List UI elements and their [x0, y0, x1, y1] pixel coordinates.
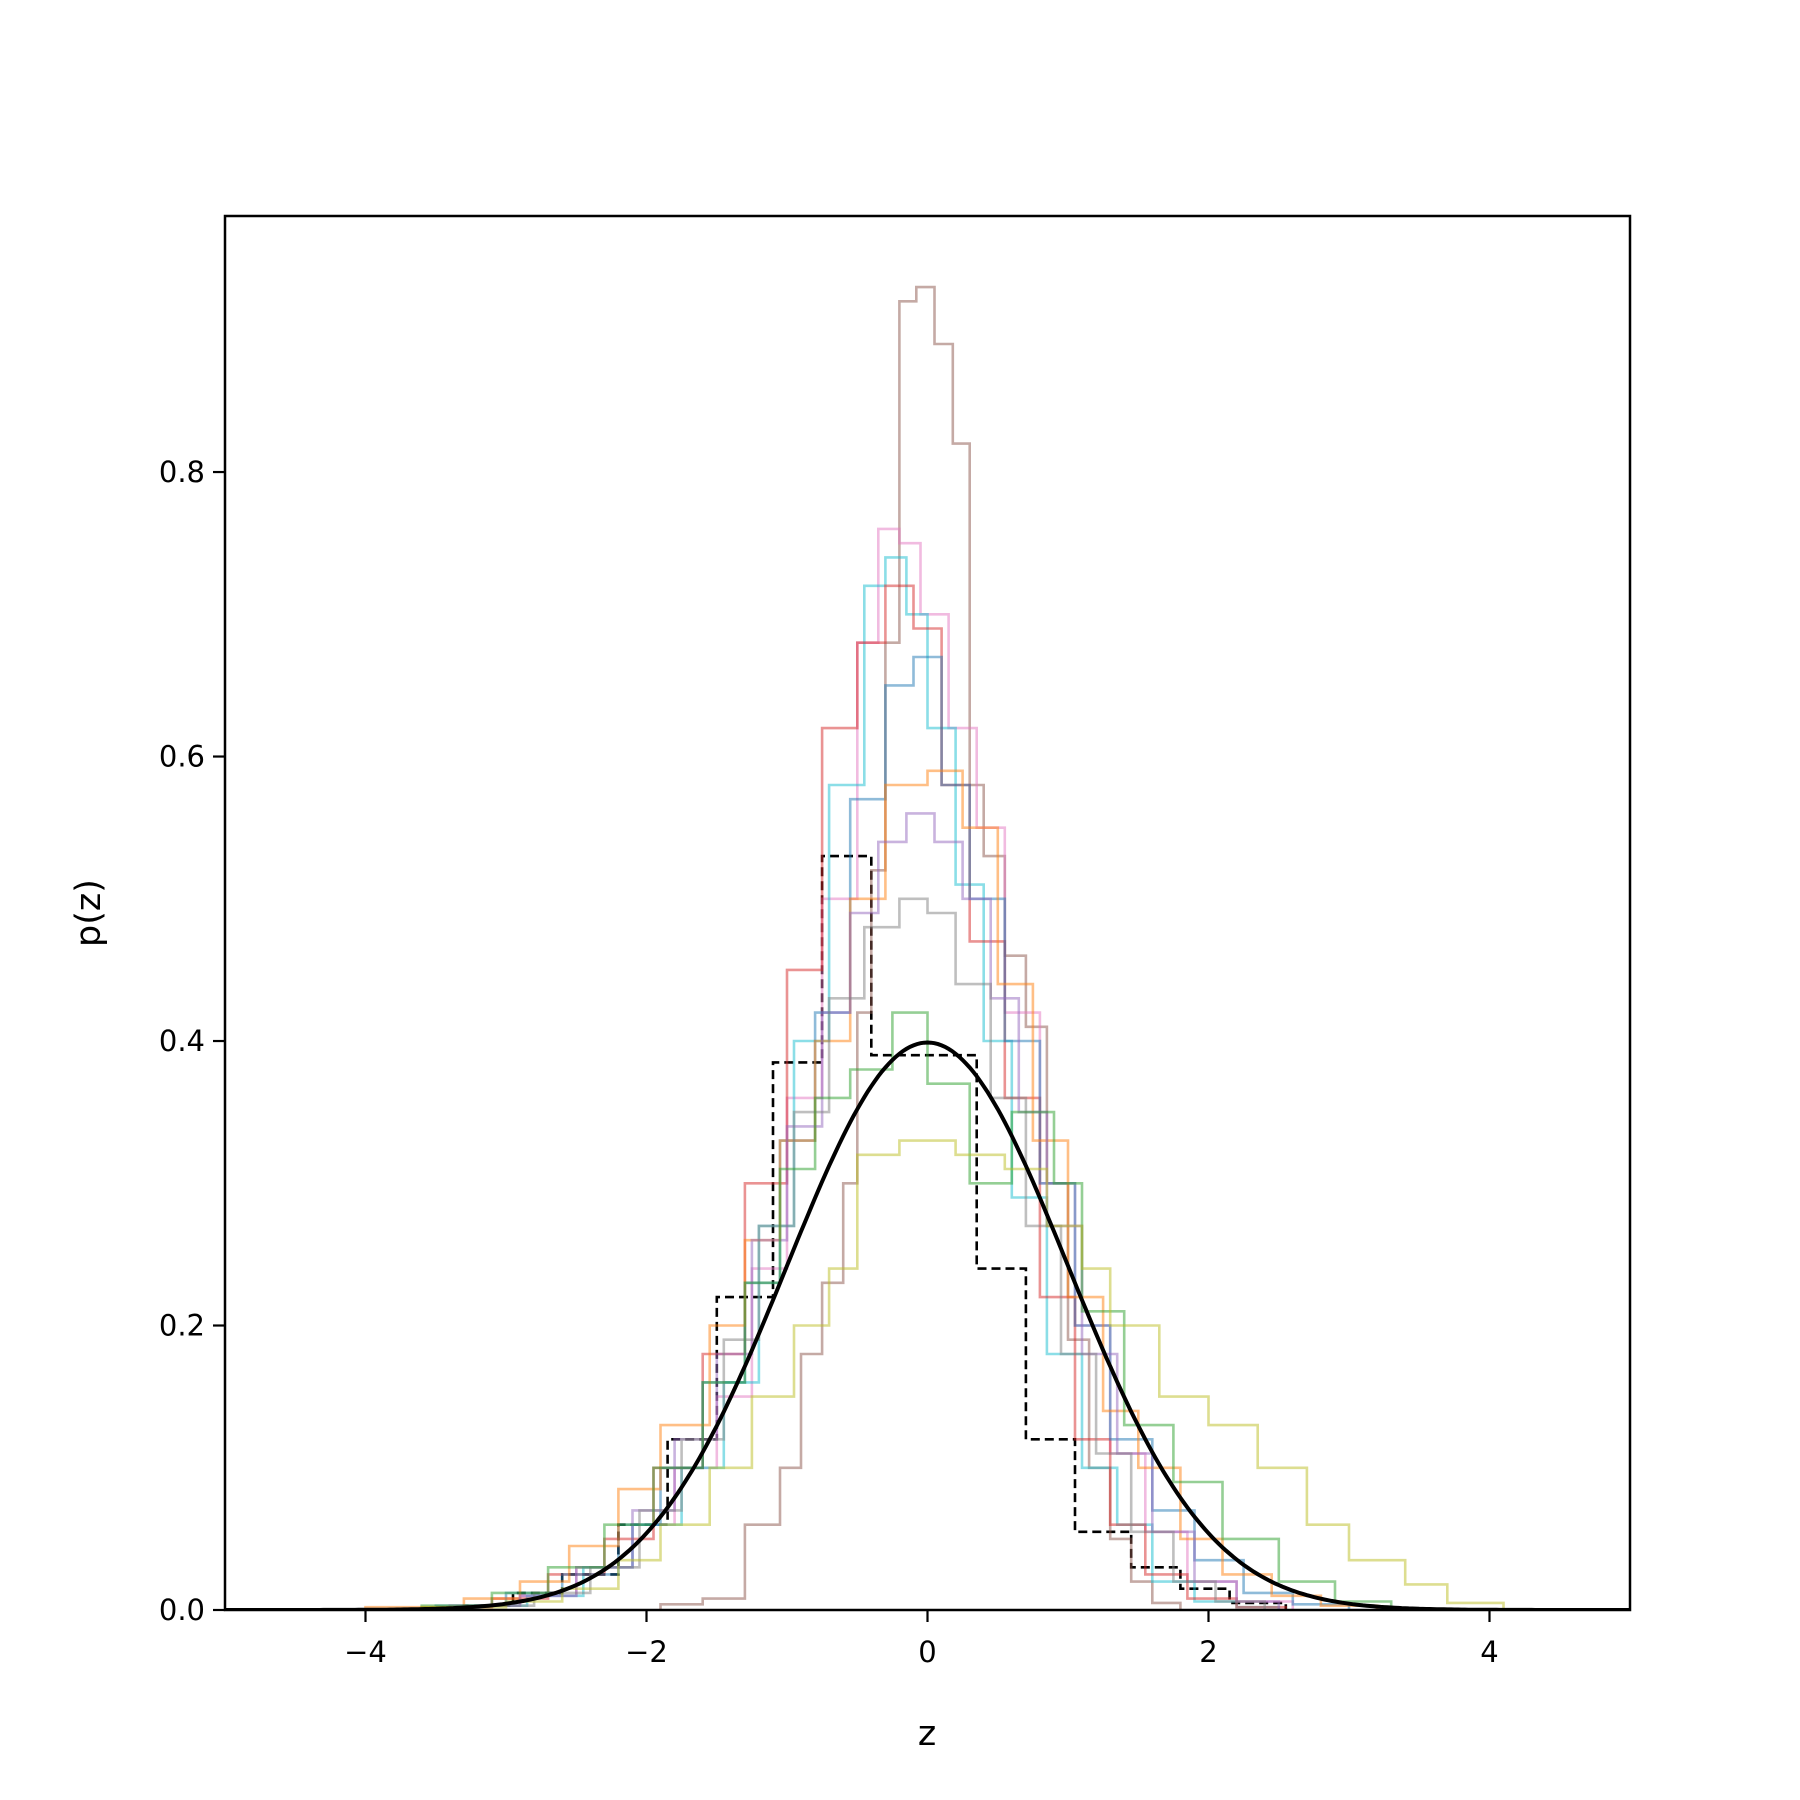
- y-axis-label: p(z): [69, 879, 109, 947]
- step-histogram-7: [364, 769, 1379, 1610]
- y-tick-label: 0.0: [159, 1593, 205, 1627]
- y-tick-label: 0.6: [159, 740, 205, 774]
- x-tick-label: 0: [918, 1635, 936, 1669]
- x-tick-label: 4: [1480, 1635, 1498, 1669]
- y-tick-label: 0.8: [159, 455, 205, 489]
- curve-layer: [225, 1040, 1630, 1610]
- step-histogram-10: [420, 1011, 1393, 1610]
- y-tick-label: 0.4: [159, 1024, 205, 1058]
- x-tick-label: −4: [344, 1635, 387, 1669]
- ticks-layer: −4 −2 0 2 4 0.0 0.2 0.4 0.6 0.8: [159, 455, 1499, 1669]
- x-tick-label: 2: [1199, 1635, 1217, 1669]
- step-histogram-9: [462, 897, 1266, 1610]
- x-tick-label: −2: [625, 1635, 668, 1669]
- normal-pdf-curve: [225, 1040, 1630, 1610]
- step-histogram-11: [420, 1139, 1505, 1610]
- y-tick-label: 0.2: [159, 1309, 205, 1343]
- x-axis-label: z: [918, 1714, 936, 1754]
- step-histogram-5: [420, 584, 1288, 1610]
- step-histogram-2: [659, 285, 1182, 1610]
